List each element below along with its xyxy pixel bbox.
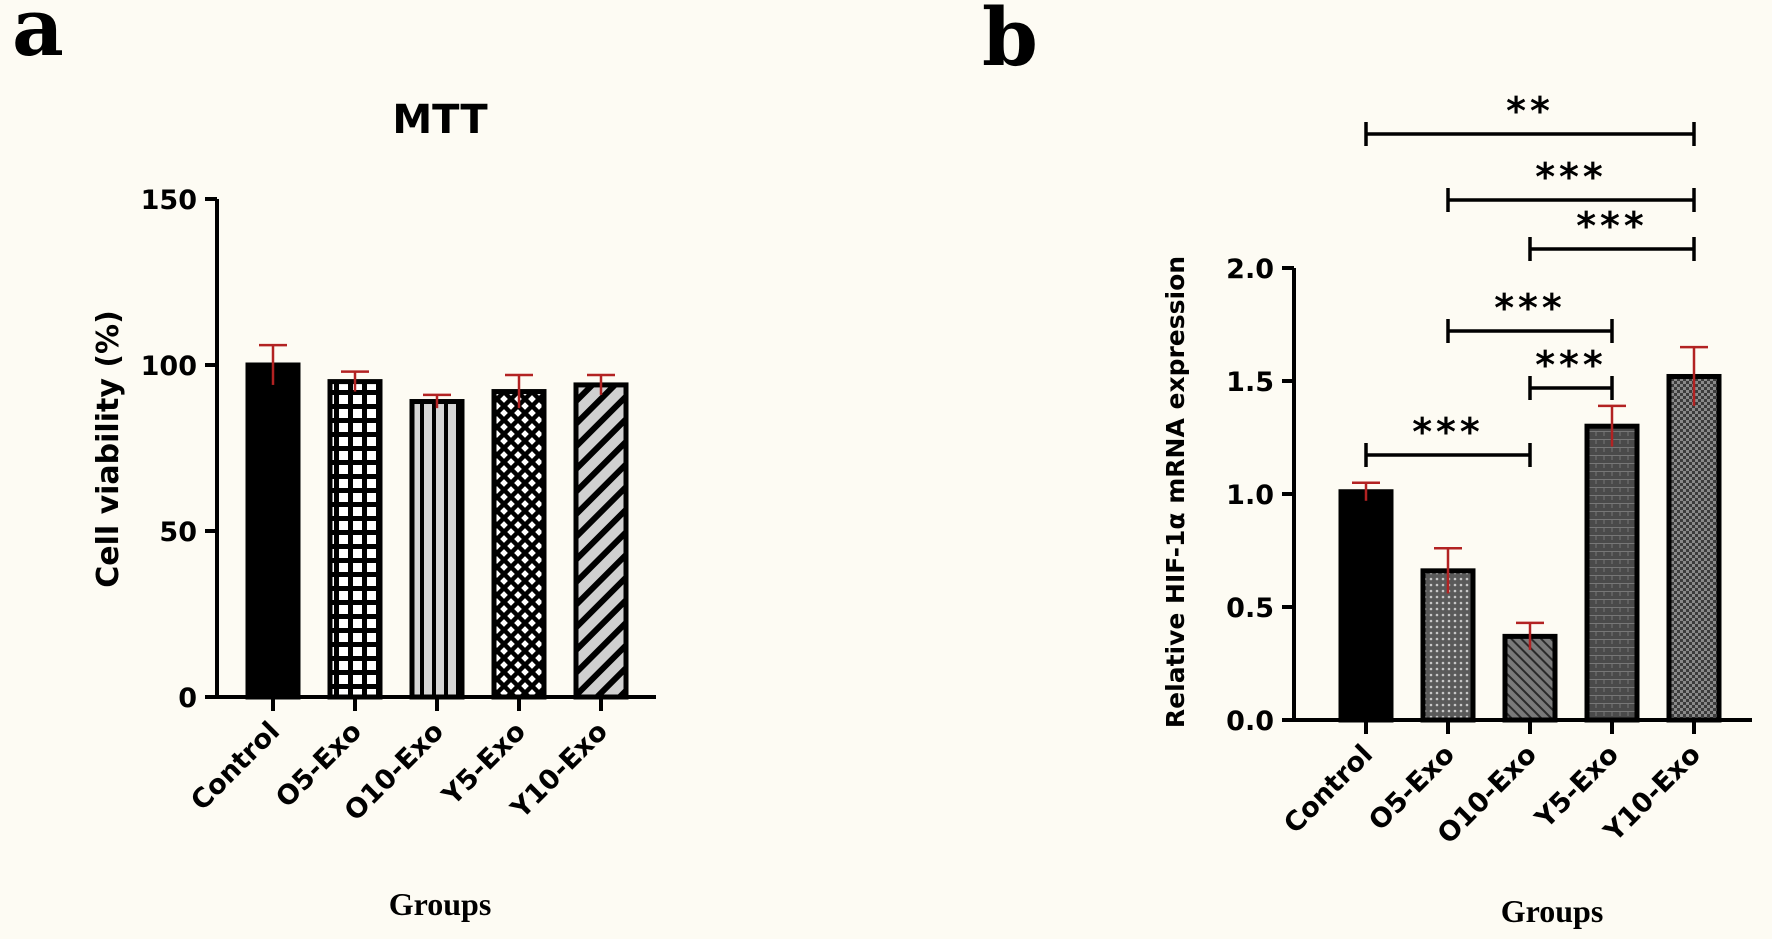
chart-a-bar xyxy=(409,399,465,700)
chart-b-bar xyxy=(1666,373,1722,723)
chart-a-y-tick-label: 0 xyxy=(178,683,197,714)
chart-b-bar xyxy=(1584,423,1640,723)
chart-b-x-axis-label: Groups xyxy=(1501,893,1604,929)
panel-label-b: b xyxy=(982,0,1038,84)
chart-b-category-label: Control xyxy=(1278,739,1379,840)
chart-a-bar xyxy=(573,382,629,700)
significance-label: *** xyxy=(1494,286,1566,330)
chart-a: 050100150ControlO5-ExoO10-ExoY5-ExoY10-E… xyxy=(141,185,656,827)
chart-b-y-tick-label: 2.0 xyxy=(1226,254,1274,285)
chart-a-category-label: Control xyxy=(185,716,286,817)
chart-a-bar xyxy=(327,379,383,700)
chart-a-title: MTT xyxy=(392,97,488,143)
chart-b-y-tick-label: 1.5 xyxy=(1226,367,1274,398)
panel-label-a: a xyxy=(12,0,64,74)
significance-label: *** xyxy=(1535,155,1607,199)
chart-a-y-tick-label: 150 xyxy=(141,185,197,216)
chart-b: 0.00.51.01.52.0ControlO5-ExoO10-ExoY5-Ex… xyxy=(1226,89,1752,850)
significance-label: ** xyxy=(1506,89,1554,133)
chart-b-y-axis-label: Relative HIF-1α mRNA expression xyxy=(1161,256,1190,728)
chart-a-y-tick-label: 50 xyxy=(159,517,197,548)
chart-b-y-tick-label: 1.0 xyxy=(1226,480,1274,511)
chart-b-y-tick-label: 0.0 xyxy=(1226,706,1274,737)
chart-a-y-axis-label: Cell viability (%) xyxy=(91,310,126,588)
significance-label: *** xyxy=(1412,410,1484,454)
significance-label: *** xyxy=(1576,204,1648,248)
chart-a-bar xyxy=(491,389,547,700)
chart-b-y-tick-label: 0.5 xyxy=(1226,593,1274,624)
chart-a-x-axis-label: Groups xyxy=(389,886,492,922)
significance-label: *** xyxy=(1535,343,1607,387)
chart-a-bar xyxy=(245,362,301,700)
chart-a-y-tick-label: 100 xyxy=(141,351,197,382)
chart-b-bar xyxy=(1338,489,1394,723)
